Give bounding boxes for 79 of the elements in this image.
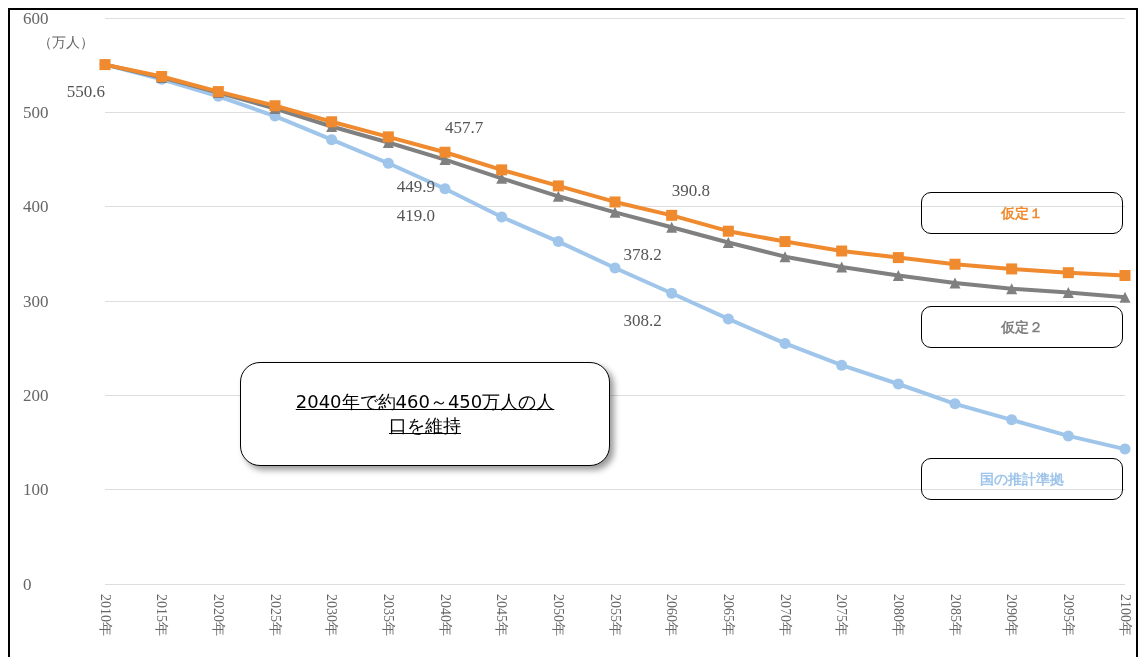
point: [609, 262, 621, 274]
point: [949, 277, 961, 289]
point: [496, 164, 508, 176]
point: [382, 157, 394, 169]
x-tick-label: 2070年: [777, 594, 793, 636]
point: [496, 211, 508, 223]
point: [666, 287, 678, 299]
point: [1119, 291, 1131, 303]
y-tick-label: 100: [23, 480, 49, 500]
point: [892, 270, 904, 282]
point: [779, 251, 791, 263]
x-tick-label: 2090年: [1004, 594, 1020, 636]
point: [666, 221, 678, 233]
point: [326, 134, 338, 146]
point: [552, 180, 564, 192]
x-tick-label: 2025年: [267, 594, 283, 636]
x-tick-label: 2080年: [890, 594, 906, 636]
point: [439, 146, 451, 158]
text: 国の推計準拠: [979, 470, 1065, 488]
x-tick-label: 2075年: [834, 594, 850, 636]
x-tick-label: 2095年: [1060, 594, 1076, 636]
series-label: 仮定２: [1000, 318, 1044, 336]
annotation: 2040年で約460～450万人の人口を維持: [295, 390, 555, 438]
point: [1119, 270, 1131, 282]
point: [892, 252, 904, 264]
point: [779, 337, 791, 349]
y-axis-title: （万人）: [38, 34, 94, 52]
point: [722, 225, 734, 237]
point: [836, 261, 848, 273]
x-tick-label: 2100年: [1117, 594, 1133, 636]
y-tick-label: 200: [23, 385, 49, 405]
point: [1062, 287, 1074, 299]
point: [892, 378, 904, 390]
x-tick-label: 2085年: [947, 594, 963, 636]
data-label: 378.2: [623, 244, 662, 264]
point: [836, 245, 848, 257]
point: [326, 116, 338, 128]
x-tick-label: 2055年: [607, 594, 623, 636]
y-tick-label: 600: [23, 8, 49, 28]
x-tick-label: 2065年: [720, 594, 736, 636]
point: [1062, 267, 1074, 279]
point: [722, 313, 734, 325]
point: [552, 190, 564, 202]
point: [949, 398, 961, 410]
x-tick-label: 2040年: [437, 594, 453, 636]
data-label: 457.7: [445, 117, 484, 137]
point: [1006, 414, 1018, 426]
point: [1062, 430, 1074, 442]
text: 仮定１: [1000, 204, 1044, 222]
y-tick-label: 0: [23, 574, 32, 594]
data-label: 419.0: [396, 206, 435, 226]
point: [836, 359, 848, 371]
x-tick-label: 2020年: [210, 594, 226, 636]
x-tick-label: 2045年: [494, 594, 510, 636]
data-label: 550.6: [66, 82, 105, 102]
point: [1006, 283, 1018, 295]
x-tick-label: 2010年: [97, 594, 113, 636]
point: [722, 237, 734, 249]
y-tick-label: 500: [23, 102, 49, 122]
point: [1006, 263, 1018, 275]
data-label: 308.2: [623, 310, 662, 330]
x-tick-label: 2030年: [324, 594, 340, 636]
point: [609, 206, 621, 218]
x-tick-label: 2035年: [380, 594, 396, 636]
x-tick-label: 2060年: [664, 594, 680, 636]
point: [609, 196, 621, 208]
point: [382, 131, 394, 143]
y-tick-label: 300: [23, 291, 49, 311]
x-tick-label: 2050年: [550, 594, 566, 636]
point: [666, 209, 678, 221]
point: [552, 236, 564, 248]
y-tick-label: 400: [23, 197, 49, 217]
point: [439, 183, 451, 195]
point: [779, 236, 791, 248]
data-label: 390.8: [671, 180, 710, 200]
point: [949, 258, 961, 270]
point: [1119, 443, 1131, 455]
x-tick-label: 2015年: [154, 594, 170, 636]
data-label: 449.9: [396, 177, 435, 197]
